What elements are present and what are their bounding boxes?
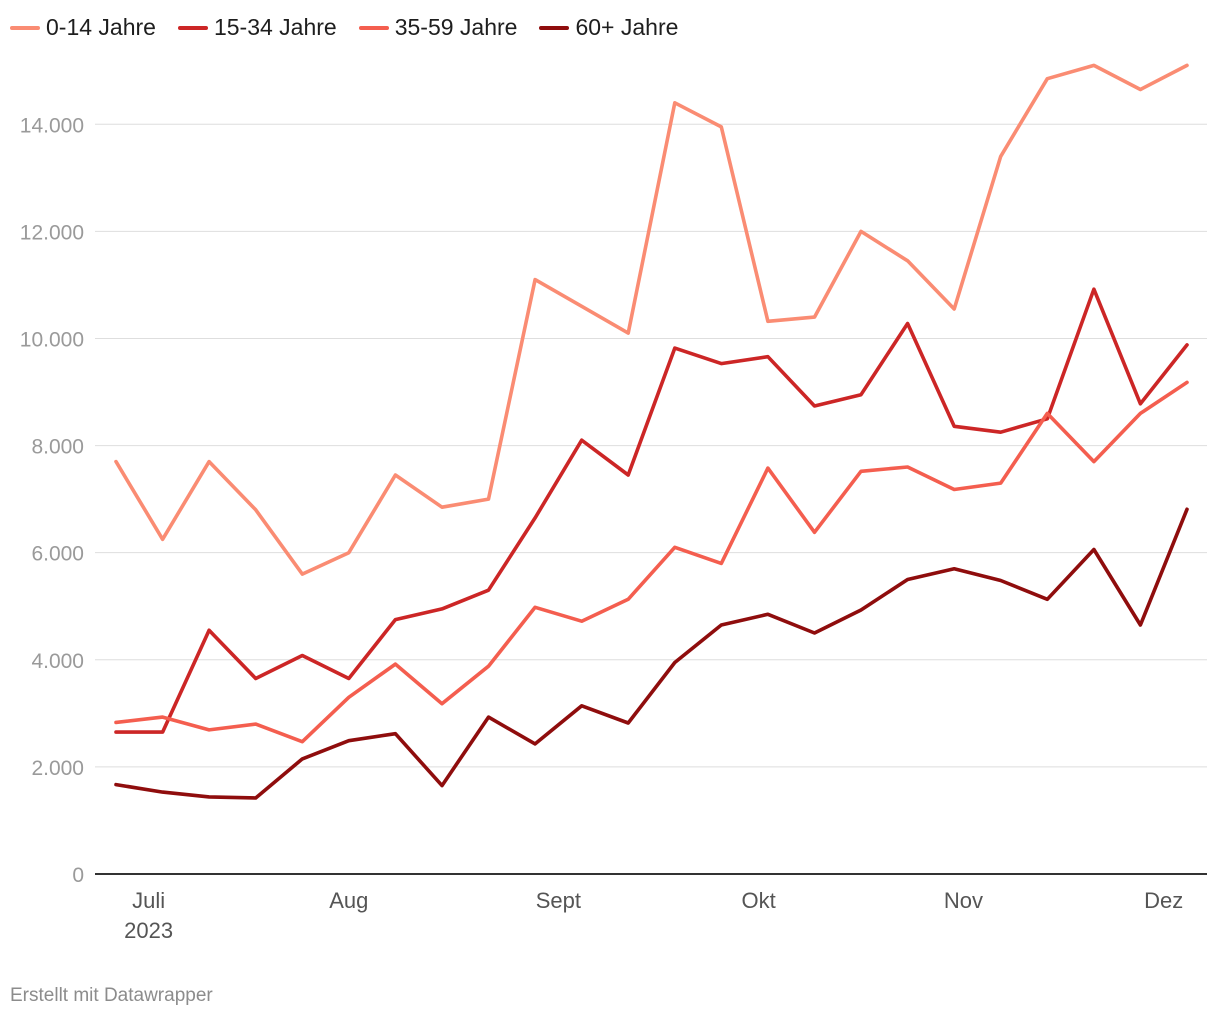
- legend-swatch: [539, 25, 570, 30]
- y-tick-label: 8.000: [31, 436, 84, 459]
- legend-swatch: [358, 25, 389, 30]
- y-tick-label: 0: [72, 864, 84, 887]
- series-line-60-jahre: [114, 507, 1189, 800]
- credit-text: Erstellt mit Datawrapper: [10, 985, 213, 1006]
- y-tick-label: 2.000: [31, 757, 84, 780]
- legend-label: 60+ Jahre: [575, 14, 679, 40]
- y-tick-label: 12.000: [20, 221, 84, 244]
- legend-item: 15-34 Jahre: [177, 14, 337, 41]
- legend-swatch: [177, 25, 208, 30]
- legend-label: 0-14 Jahre: [46, 14, 156, 40]
- y-tick-label: 10.000: [20, 328, 84, 351]
- chart-legend: 0-14 Jahre 15-34 Jahre 35-59 Jahre 60+ Jahr…: [10, 14, 678, 41]
- y-tick-label: 4.000: [31, 650, 84, 673]
- x-tick-label: Okt: [741, 888, 775, 913]
- x-tick-label: Dez: [1144, 888, 1183, 913]
- legend-label: 35-59 Jahre: [394, 14, 518, 40]
- legend-swatch: [10, 25, 40, 30]
- y-tick-label: 14.000: [20, 114, 84, 137]
- legend-item: 35-59 Jahre: [358, 14, 518, 41]
- legend-item: 0-14 Jahre: [10, 14, 156, 41]
- x-tick-label: Juli: [132, 888, 165, 913]
- series-line-15-34-jahre: [114, 287, 1189, 734]
- y-tick-label: 6.000: [31, 543, 84, 566]
- x-tick-label: Nov: [944, 888, 983, 913]
- x-tick-sublabel: 2023: [124, 918, 173, 943]
- series-line-35-59-jahre: [114, 380, 1189, 744]
- x-tick-label: Sept: [536, 888, 581, 913]
- x-tick-label: Aug: [329, 888, 368, 913]
- legend-label: 15-34 Jahre: [213, 14, 337, 40]
- series-line-0-14-jahre: [114, 63, 1189, 576]
- legend-item: 60+ Jahre: [539, 14, 678, 41]
